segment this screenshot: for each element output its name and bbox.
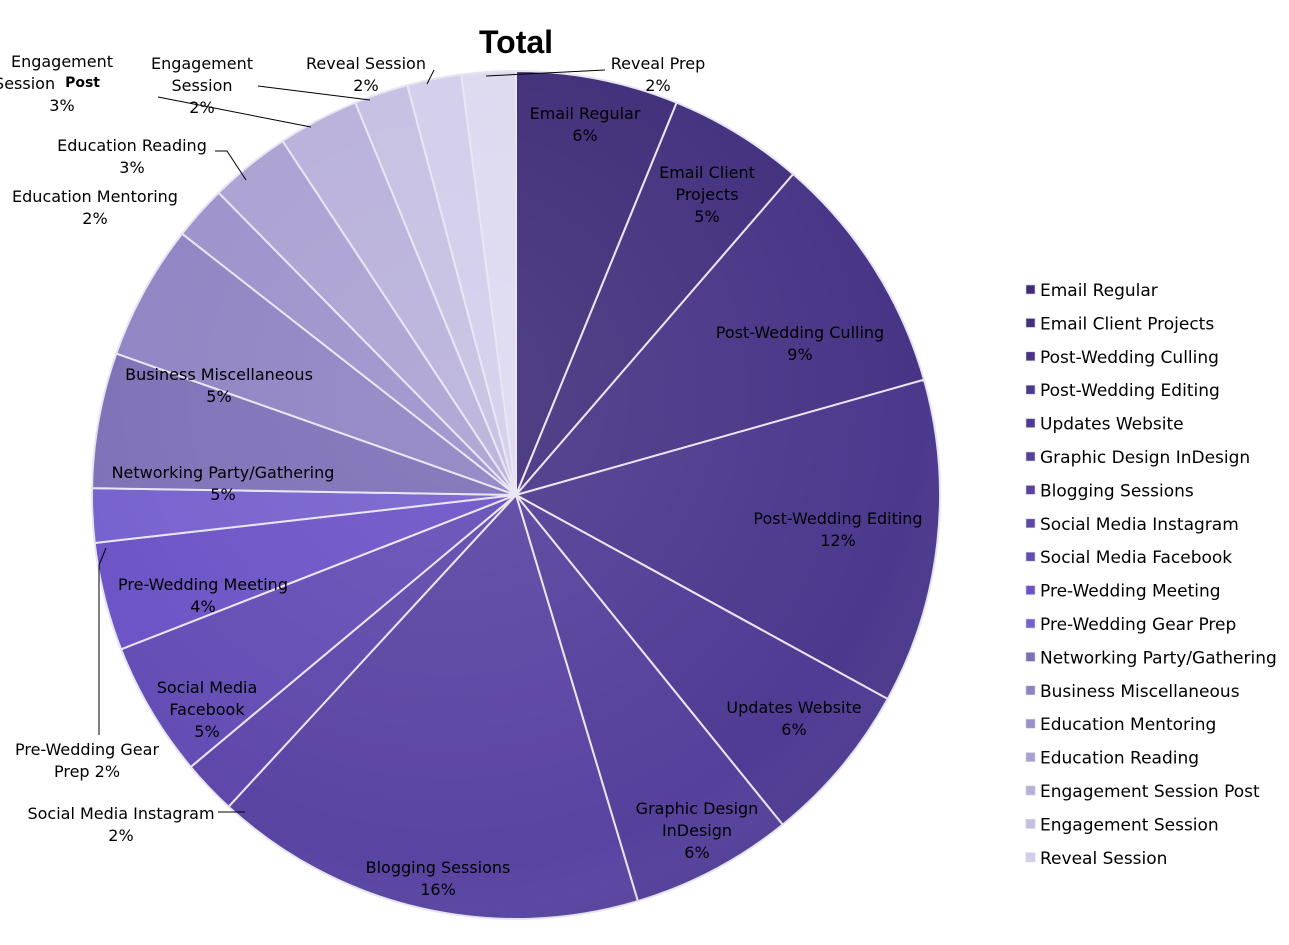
label-post-wedding-culling: Post-Wedding Culling 9% xyxy=(716,323,884,364)
leader-reveal-prep xyxy=(485,69,606,77)
legend-swatch-social-media-facebook xyxy=(1025,551,1036,562)
legend-swatch-email-client-projects xyxy=(1025,318,1036,328)
leader-education-reading xyxy=(215,150,247,181)
label-blogging-sessions: Blogging Sessions 16% xyxy=(366,858,511,899)
leader-engagement-session xyxy=(257,85,371,101)
legend-swatch-pre-wedding-meeting xyxy=(1025,585,1036,595)
legend-label-graphic-design-indesign: Graphic Design InDesign xyxy=(1040,448,1250,468)
label-email-regular: Email Regular 6% xyxy=(530,104,641,145)
legend-label-business-miscellaneous: Business Miscellaneous xyxy=(1040,682,1240,702)
legend-label-networking-party-gathering: Networking Party/Gathering xyxy=(1040,648,1277,668)
legend: Email Regular Email Client Projects Post-W… xyxy=(1025,281,1277,869)
label-social-media-instagram: Social Media Instagram 2% xyxy=(27,804,214,845)
label-reveal-prep: Reveal Prep 2% xyxy=(611,54,705,95)
label-engagement-session: Engagement Session 2% xyxy=(151,54,253,117)
legend-swatch-post-wedding-culling xyxy=(1025,351,1036,362)
legend-label-education-reading: Education Reading xyxy=(1040,749,1199,769)
label-pre-wedding-meeting: Pre-Wedding Meeting 4% xyxy=(118,575,288,616)
legend-label-email-client-projects: Email Client Projects xyxy=(1040,314,1214,334)
label-education-reading: Education Reading 3% xyxy=(57,136,207,177)
legend-label-post-wedding-editing: Post-Wedding Editing xyxy=(1040,381,1220,401)
legend-label-reveal-session: Reveal Session xyxy=(1040,849,1167,869)
legend-label-pre-wedding-gear-prep: Pre-Wedding Gear Prep xyxy=(1040,615,1236,635)
label-post-wedding-editing: Post-Wedding Editing 12% xyxy=(753,509,922,550)
label-email-client-projects: Email Client Projects 5% xyxy=(659,163,755,226)
legend-swatch-updates-website xyxy=(1025,418,1036,428)
legend-swatch-post-wedding-editing xyxy=(1025,384,1036,395)
leader-reveal-session xyxy=(426,69,435,85)
legend-label-engagement-session-post: Engagement Session Post xyxy=(1040,782,1260,802)
label-pre-wedding-gear-prep: Pre-Wedding Gear Prep 2% xyxy=(15,740,159,781)
legend-label-blogging-sessions: Blogging Sessions xyxy=(1040,481,1194,501)
legend-label-social-media-facebook: Social Media Facebook xyxy=(1040,548,1232,568)
label-social-media-facebook: Social Media Facebook 5% xyxy=(157,678,258,741)
label-graphic-design-indesign: Graphic Design InDesign 6% xyxy=(636,799,759,862)
label-updates-website: Updates Website 6% xyxy=(726,698,861,739)
legend-label-social-media-instagram: Social Media Instagram xyxy=(1040,515,1239,535)
legend-label-post-wedding-culling: Post-Wedding Culling xyxy=(1040,348,1219,368)
leader-lines xyxy=(98,69,606,813)
legend-swatch-social-media-instagram xyxy=(1025,518,1036,529)
legend-label-updates-website: Updates Website xyxy=(1040,415,1184,435)
legend-swatch-education-reading xyxy=(1025,752,1036,762)
legend-swatch-email-regular xyxy=(1025,284,1036,295)
legend-swatch-business-miscellaneous xyxy=(1025,685,1036,696)
legend-swatch-engagement-session-post xyxy=(1025,785,1036,796)
leader-engagement-session-post xyxy=(157,96,312,128)
leader-pre-wedding-gear-prep xyxy=(98,547,107,735)
legend-swatch-education-mentoring xyxy=(1025,718,1036,729)
legend-swatch-reveal-session xyxy=(1025,852,1036,863)
legend-label-engagement-session: Engagement Session xyxy=(1040,815,1219,835)
legend-swatch-blogging-sessions xyxy=(1025,485,1036,495)
label-engagement-session-post: Engagement Session Post 3% xyxy=(0,52,113,115)
legend-swatch-engagement-session xyxy=(1025,819,1036,829)
label-education-mentoring: Education Mentoring 2% xyxy=(12,187,178,228)
legend-swatch-graphic-design-indesign xyxy=(1025,451,1036,462)
legend-label-pre-wedding-meeting: Pre-Wedding Meeting xyxy=(1040,582,1221,602)
legend-label-email-regular: Email Regular xyxy=(1040,281,1158,301)
chart-title: Total xyxy=(479,24,553,60)
data-labels: Email Regular 6% Email Client Projects 5% Pos… xyxy=(0,52,923,899)
label-business-miscellaneous: Business Miscellaneous 5% xyxy=(125,365,313,406)
label-networking-party-gathering: Networking Party/Gathering 5% xyxy=(112,463,335,504)
label-reveal-session: Reveal Session 2% xyxy=(306,54,426,95)
legend-swatch-networking-party-gathering xyxy=(1025,652,1036,662)
legend-label-education-mentoring: Education Mentoring xyxy=(1040,715,1216,735)
legend-swatch-pre-wedding-gear-prep xyxy=(1025,618,1036,629)
